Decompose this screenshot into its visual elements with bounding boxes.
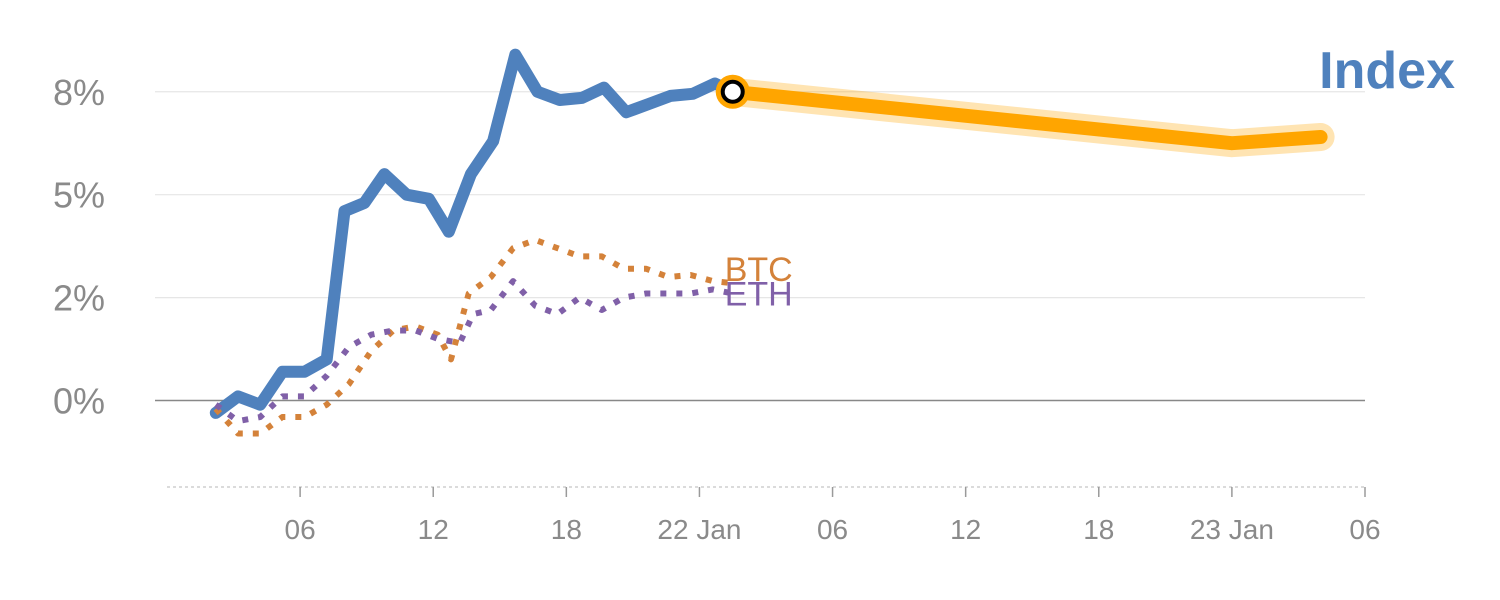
y-tick-label: 5%: [53, 175, 105, 216]
x-tick-label: 18: [1083, 514, 1114, 545]
x-tick-label: 23 Jan: [1190, 514, 1274, 545]
x-tick-label: 06: [285, 514, 316, 545]
series-line-btc: [213, 237, 734, 437]
chart-title: Index: [1319, 42, 1455, 100]
x-tick-label: 22 Jan: [657, 514, 741, 545]
series-label-btc: BTC: [725, 251, 793, 289]
series-label-eth: ETH: [725, 275, 793, 313]
series-line-index: [209, 48, 739, 419]
y-tick-label: 8%: [53, 72, 105, 113]
x-tick-label: 12: [950, 514, 981, 545]
gridlines: [155, 91, 1365, 402]
y-axis: 0% 2% 5% 8%: [53, 72, 105, 422]
x-tick-label: 06: [817, 514, 848, 545]
x-axis: 06 12 18 22 Jan 06 12 18 23 Jan 06: [167, 486, 1381, 545]
series-lines: [209, 48, 1335, 437]
forecast-line: [725, 84, 1328, 151]
x-tick-label: 18: [551, 514, 582, 545]
y-tick-label: 0%: [53, 381, 105, 422]
x-tick-label: 12: [418, 514, 449, 545]
y-tick-label: 2%: [53, 278, 105, 319]
series-line-eth: [214, 278, 734, 425]
current-point-marker: [720, 79, 745, 104]
x-tick-label: 06: [1349, 514, 1380, 545]
